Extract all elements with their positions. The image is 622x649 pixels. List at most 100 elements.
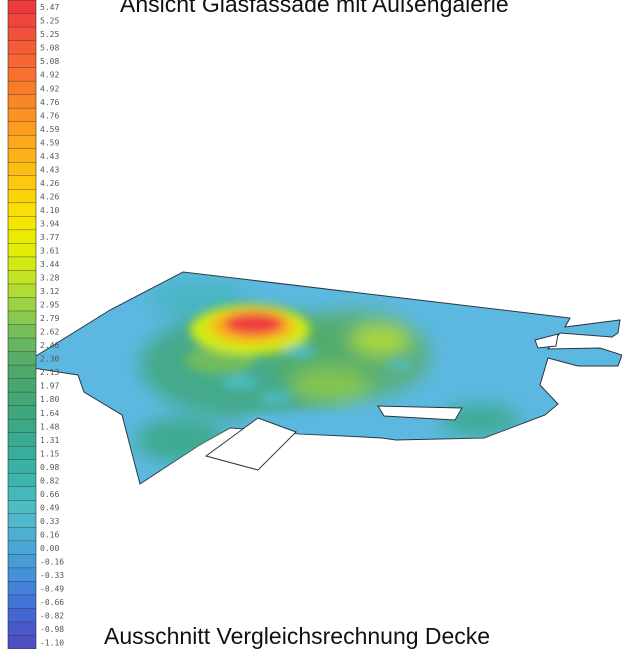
legend-label: 2.13 [40,368,59,377]
legend-label: 5.47 [40,3,59,12]
legend-swatch [8,621,36,636]
legend-swatch [8,351,36,366]
legend-label: 4.43 [40,152,59,161]
legend-label: 1.64 [40,409,59,418]
legend-label: 2.62 [40,328,59,337]
legend-border [7,0,37,649]
legend-swatch [8,446,36,461]
legend-label: 0.49 [40,503,59,512]
legend-swatch [8,67,36,82]
legend-label: 1.31 [40,436,59,445]
legend-swatch [8,40,36,55]
legend-swatch [8,324,36,339]
legend-swatch [8,216,36,231]
legend-label: 3.77 [40,233,59,242]
legend-swatch [8,310,36,325]
legend-swatch [8,513,36,528]
legend-swatch [8,608,36,623]
legend-swatch [8,162,36,177]
legend-label: 0.82 [40,476,59,485]
legend-swatch [8,256,36,271]
legend-swatch [8,554,36,569]
color-legend: 5.47 5.25 5.25 5.08 5.08 4.92 4.92 4.76 4.76 4.59… [7,0,64,649]
legend-swatch [8,229,36,244]
legend-label: 4.92 [40,84,59,93]
legend-label: 0.00 [40,544,59,553]
legend-swatch [8,202,36,217]
legend-swatch [8,121,36,136]
legend-swatch [8,540,36,555]
legend-swatch [8,527,36,542]
legend-label: 0.16 [40,530,59,539]
legend-swatch [8,338,36,353]
legend-label: 2.30 [40,355,59,364]
legend-label: 4.26 [40,179,59,188]
legend-label: 4.43 [40,165,59,174]
legend-swatch [8,473,36,488]
legend-label: 0.66 [40,490,59,499]
legend-label: 2.79 [40,314,59,323]
legend-swatch [8,108,36,123]
legend-swatch [8,135,36,150]
legend-label: 4.59 [40,138,59,147]
legend-swatch [8,243,36,258]
legend-swatch [8,270,36,285]
legend-swatch [8,459,36,474]
legend-label: 0.33 [40,517,59,526]
legend-label: 4.76 [40,98,59,107]
caption-bottom: Ausschnitt Vergleichsrechnung Decke [104,623,491,649]
legend-swatch [8,392,36,407]
legend-label: -0.82 [40,612,64,621]
legend-label: 3.94 [40,219,59,228]
legend-label: 3.61 [40,247,59,256]
legend-label: -0.16 [40,557,64,566]
legend-label: 4.76 [40,111,59,120]
legend-swatch [8,175,36,190]
legend-label: 5.08 [40,44,59,53]
legend-swatch [8,432,36,447]
legend-label: 0.98 [40,463,59,472]
legend-label: -0.49 [40,585,64,594]
legend-label: 5.25 [40,17,59,26]
caption-top: Ansicht Glasfassade mit Außengalerie [120,0,509,17]
slab-openings [204,333,559,471]
legend-swatch [8,283,36,298]
legend-swatch [8,148,36,163]
legend-swatch [8,594,36,609]
legend-label: 1.48 [40,422,59,431]
legend-swatch [8,0,36,15]
legend-label: -0.33 [40,571,64,580]
legend-swatch [8,189,36,204]
legend-labels: 5.47 5.25 5.25 5.08 5.08 4.92 4.92 4.76 4.76 4.59… [40,3,64,647]
legend-label: 3.12 [40,287,59,296]
legend-swatch [8,81,36,96]
legend-swatch [8,297,36,312]
legend-label: 2.95 [40,301,59,310]
floor-slab [18,271,622,485]
legend-swatch [8,581,36,596]
legend-swatch [8,94,36,109]
legend-label: 4.26 [40,192,59,201]
legend-swatch [8,567,36,582]
legend-swatch [8,405,36,420]
legend-label: -1.10 [40,639,64,648]
legend-swatch [8,486,36,501]
legend-label: 3.44 [40,260,59,269]
legend-swatch [8,635,36,649]
legend-label: -0.66 [40,598,64,607]
legend-label: 4.59 [40,125,59,134]
legend-swatch [8,378,36,393]
legend-swatch [8,365,36,380]
legend-swatch [8,419,36,434]
legend-swatch [8,54,36,69]
legend-label: 5.08 [40,57,59,66]
legend-label: 3.28 [40,274,59,283]
legend-label: 4.92 [40,71,59,80]
legend-label: 1.80 [40,395,59,404]
legend-label: 2.46 [40,341,59,350]
legend-swatch [8,500,36,515]
legend-label: 4.10 [40,206,59,215]
legend-label: 1.15 [40,449,59,458]
